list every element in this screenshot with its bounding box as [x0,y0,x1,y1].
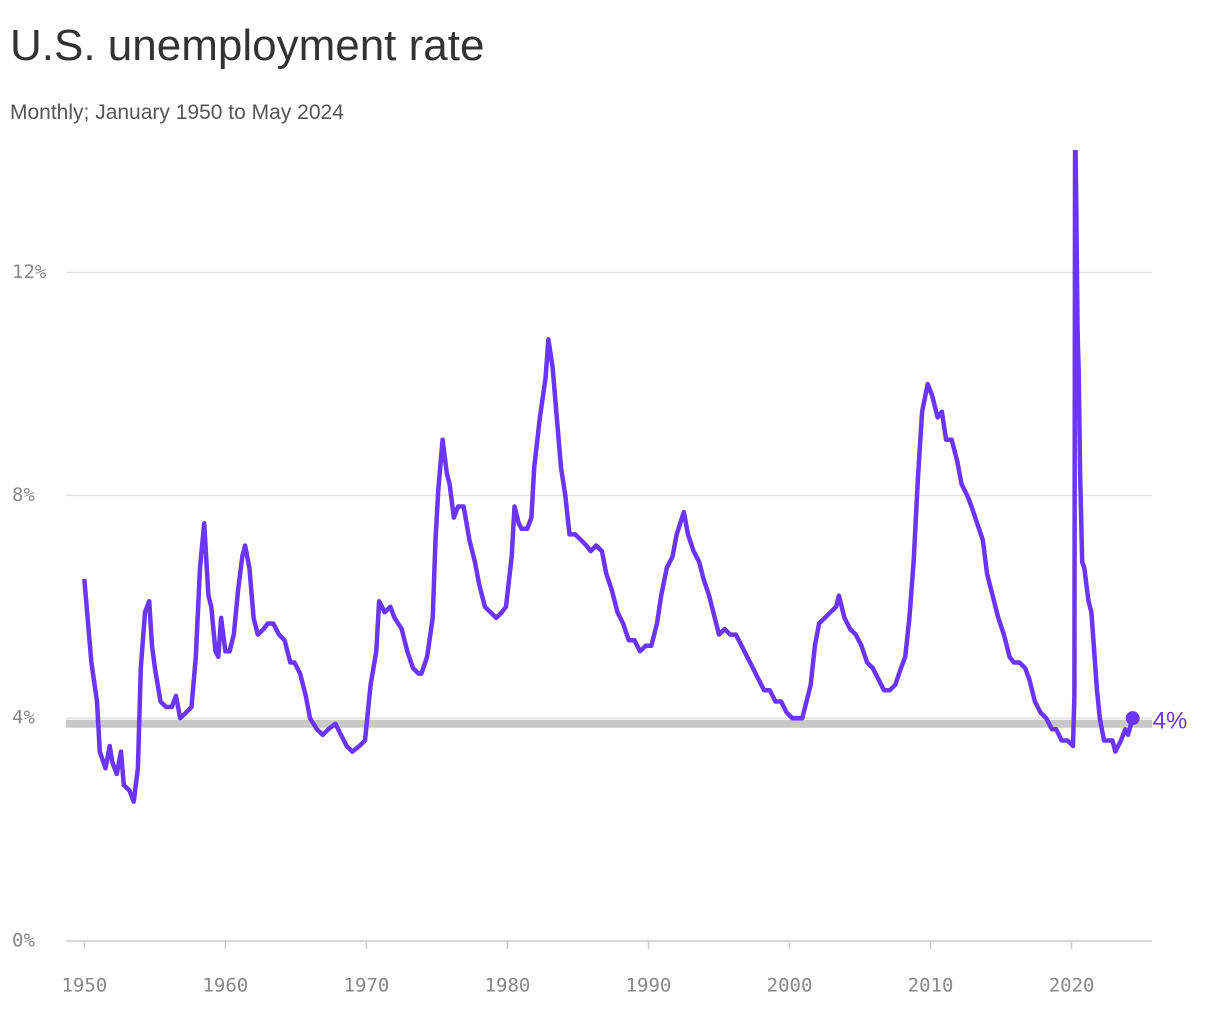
x-tick-label: 1980 [485,975,531,997]
line [82,150,1135,804]
x-tick-label: 1960 [202,975,248,997]
end-label: 4% [1153,708,1188,735]
y-tick-label: 4% [12,707,35,729]
chart-title: U.S. unemployment rate [10,21,484,70]
x-tick-label: 1990 [626,975,672,997]
y-tick-label: 8% [12,484,35,506]
x-tick-label: 2010 [908,975,954,997]
chart-subtitle: Monthly; January 1950 to May 2024 [10,101,344,124]
end-dot [1125,711,1140,726]
x-tick-label: 2000 [767,975,813,997]
y-tick-label: 12% [12,261,47,283]
x-tick-label: 1950 [61,975,107,997]
x-tick-label: 2020 [1049,975,1095,997]
x-tick-label: 1970 [344,975,390,997]
y-tick-label: 0% [12,930,35,952]
